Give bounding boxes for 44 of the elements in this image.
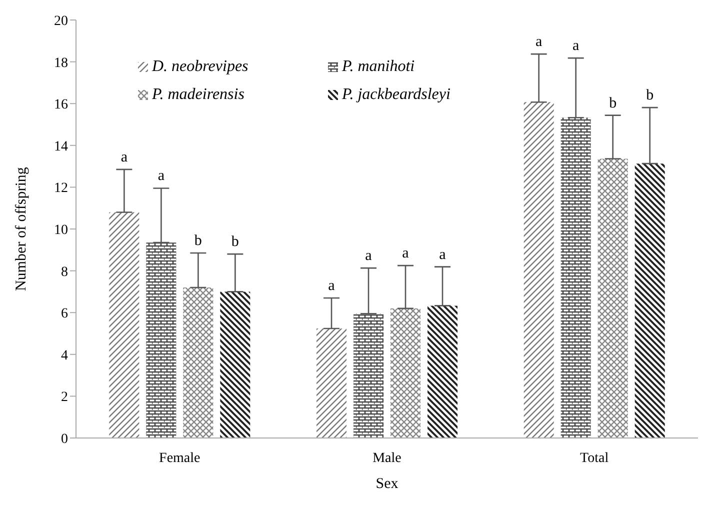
bar: [634, 164, 665, 438]
legend-label: P. jackbeardsleyi: [342, 86, 450, 104]
bar: [220, 292, 250, 438]
bar: [146, 242, 176, 438]
annotation: a: [120, 149, 128, 166]
y-tick-label: 8: [61, 264, 68, 280]
annotation: a: [158, 168, 165, 184]
y-tick-label: 4: [61, 348, 68, 364]
x-tick-label: Female: [159, 450, 200, 466]
bar: [524, 102, 554, 438]
x-tick-label: Total: [580, 450, 609, 466]
bar: [354, 314, 384, 438]
bar: [390, 308, 421, 438]
annotation: a: [536, 34, 543, 50]
bar: [560, 118, 591, 438]
annotation: b: [646, 88, 654, 104]
y-tick-label: 0: [61, 432, 68, 447]
annotation: a: [328, 278, 336, 294]
annotation: a: [439, 246, 446, 263]
legend-label: D. neobrevipes: [152, 58, 248, 76]
y-tick-label: 14: [54, 139, 68, 154]
bar: [183, 288, 214, 438]
bar: [598, 158, 628, 438]
y-tick-label: 20: [54, 14, 68, 29]
annotation: b: [194, 233, 202, 250]
annotation: a: [572, 38, 580, 54]
x-axis-title: Sex: [376, 476, 399, 492]
bar: [428, 306, 458, 438]
legend-label: P. madeirensis: [152, 86, 244, 104]
legend-label: P. manihoti: [342, 58, 415, 76]
bar: [109, 212, 140, 438]
y-tick-label: 6: [61, 306, 68, 322]
y-tick-label: 12: [54, 181, 68, 196]
y-tick-label: 2: [61, 390, 68, 406]
annotation: b: [231, 234, 239, 250]
x-tick-label: Male: [372, 450, 402, 466]
y-tick-label: 18: [54, 56, 68, 71]
annotation: b: [609, 95, 617, 112]
annotation: a: [365, 248, 372, 264]
bar: [316, 328, 347, 438]
y-tick-label: 10: [54, 222, 68, 238]
y-axis-title: Number of offspring: [13, 166, 30, 291]
annotation: a: [402, 246, 410, 262]
y-tick-label: 16: [54, 98, 68, 113]
